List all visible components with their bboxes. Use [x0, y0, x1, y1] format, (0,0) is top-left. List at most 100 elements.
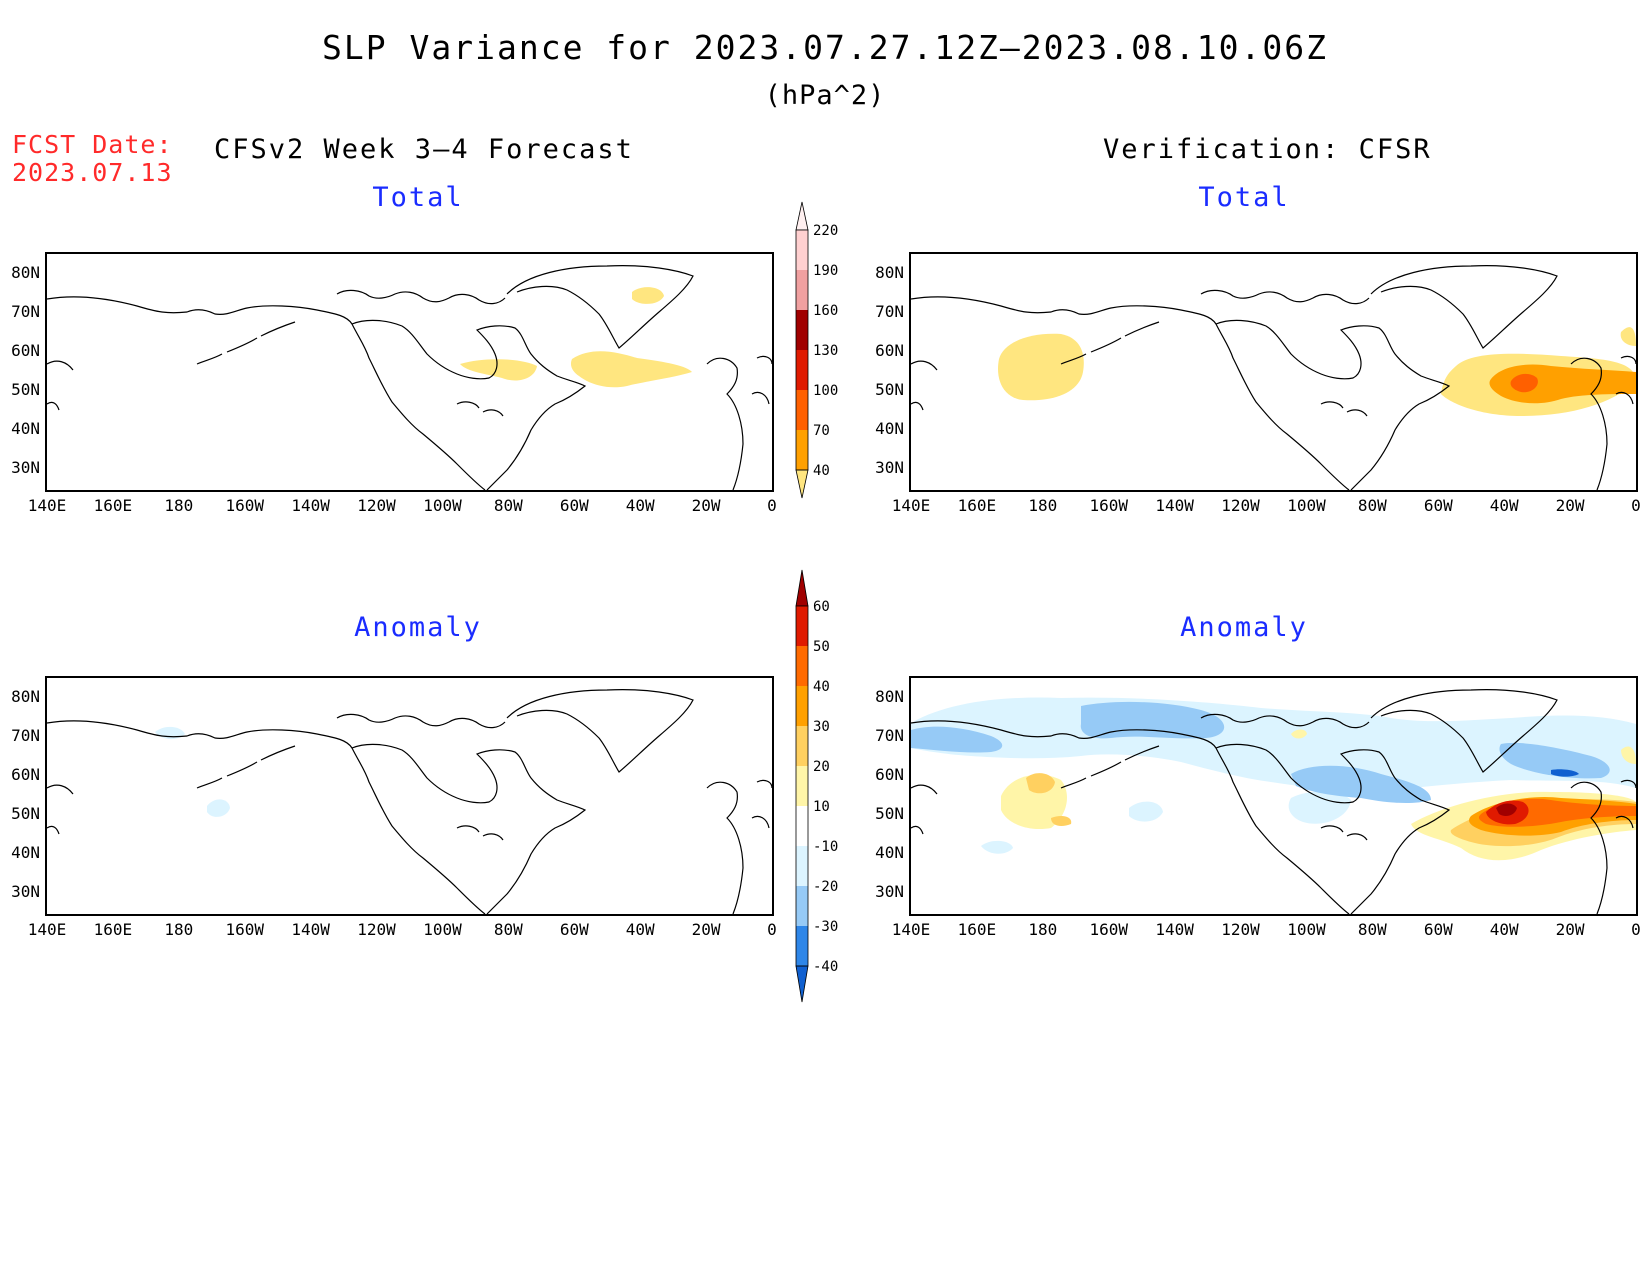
lon-tick-label: 160E [957, 920, 997, 939]
colorbar-segment [796, 686, 808, 726]
lon-tick-label: 160W [225, 496, 264, 515]
coastline [911, 296, 1350, 490]
lon-tick-label: 0 [767, 496, 777, 515]
verification-anomaly-field [911, 689, 1636, 914]
coastline [1200, 713, 1370, 729]
colorbar-level-label: 40 [813, 679, 830, 695]
colorbar-level-label: -20 [813, 879, 838, 895]
lon-tick-label: 100W [1287, 920, 1326, 939]
colorbar-segment [796, 230, 808, 270]
coastline [351, 743, 587, 914]
coastline [911, 720, 1350, 914]
coastline [1060, 321, 1160, 365]
lon-tick-label: 140E [27, 496, 67, 515]
coastline [47, 296, 486, 490]
verification-total-subtitle: Total [1198, 182, 1290, 213]
lon-tick-label: 40W [625, 496, 655, 515]
lat-tick-label: 70N [875, 302, 904, 321]
colorbar-segment [796, 766, 808, 806]
lat-tick-label: 80N [11, 687, 40, 706]
lon-tick-label: 120W [1221, 920, 1260, 939]
lon-tick-label: 100W [1287, 496, 1326, 515]
lon-tick-label: 140W [291, 920, 330, 939]
lon-tick-label: 140W [291, 496, 330, 515]
lat-tick-label: 40N [11, 419, 40, 438]
lat-tick-label: 50N [11, 804, 40, 823]
lon-tick-label: 160W [225, 920, 264, 939]
coastline [1570, 781, 1608, 914]
colorbar-level-label: 60 [813, 599, 830, 615]
lon-tick-label: 120W [1221, 496, 1260, 515]
lat-tick-label: 60N [875, 765, 904, 784]
lon-tick-label: 60W [1423, 496, 1453, 515]
verification-anomaly-map [909, 676, 1638, 916]
lat-tick-label: 30N [11, 882, 40, 901]
lon-tick-label: 140W [1155, 496, 1194, 515]
coastline [506, 689, 694, 773]
coastline [1320, 825, 1368, 841]
lon-tick-label: 160E [957, 496, 997, 515]
lon-tick-label: 180 [1028, 496, 1058, 515]
coastline [506, 265, 694, 349]
lon-tick-label: 180 [164, 920, 194, 939]
colorbar-segment [796, 846, 808, 886]
coastline [1060, 745, 1160, 789]
coastline [706, 781, 744, 914]
forecast-anomaly-subtitle: Anomaly [354, 612, 482, 643]
coastline [196, 321, 296, 365]
colorbar-level-label: -30 [813, 919, 838, 935]
lon-tick-label: 120W [357, 920, 396, 939]
lon-tick-label: 40W [625, 920, 655, 939]
lat-tick-label: 60N [875, 341, 904, 360]
lon-tick-label: 60W [1423, 920, 1453, 939]
lon-tick-label: 160W [1089, 920, 1128, 939]
colorbar-segment [796, 646, 808, 686]
lon-tick-label: 140W [1155, 920, 1194, 939]
coastline [911, 784, 938, 835]
forecast-anomaly-map [45, 676, 774, 916]
forecast-anomaly-field [47, 689, 772, 914]
lon-tick-label: 20W [691, 920, 721, 939]
lat-tick-label: 70N [11, 302, 40, 321]
lon-tick-label: 60W [559, 920, 589, 939]
coastline [1215, 319, 1451, 490]
colorbar-segment [796, 350, 808, 390]
verification-header: Verification: CFSR [1103, 134, 1432, 165]
coastline [1320, 401, 1368, 417]
lat-tick-label: 80N [11, 263, 40, 282]
lon-tick-label: 80W [493, 920, 523, 939]
lon-tick-label: 40W [1489, 920, 1519, 939]
lat-tick-label: 80N [875, 263, 904, 282]
colorbar-bottom-triangle [795, 965, 809, 1003]
lon-tick-label: 0 [1631, 920, 1641, 939]
colorbar-level-label: 130 [813, 343, 838, 359]
verification-anomaly-subtitle: Anomaly [1180, 612, 1308, 643]
lon-tick-label: 40W [1489, 496, 1519, 515]
colorbar-frame [795, 605, 809, 967]
lat-tick-label: 30N [875, 882, 904, 901]
lon-tick-label: 140E [891, 920, 931, 939]
lat-tick-label: 70N [875, 726, 904, 745]
coastline [1615, 355, 1636, 405]
colorbar-level-label: 100 [813, 383, 838, 399]
lat-tick-label: 80N [875, 687, 904, 706]
colorbar-top-triangle [795, 201, 809, 231]
fcst-date-value: 2023.07.13 [12, 158, 173, 187]
colorbar-anomaly: -40 -30 -20 -10 10 20 30 40 50 60 [795, 569, 838, 1003]
colorbar-top-triangle [795, 569, 809, 607]
coastline [196, 745, 296, 789]
coastline [456, 401, 504, 417]
coastline [47, 720, 486, 914]
colorbar-level-label: 40 [813, 463, 830, 479]
colorbar-level-label: 20 [813, 759, 830, 775]
colorbar-segment [796, 806, 808, 846]
colorbar-segment [796, 270, 808, 310]
lon-tick-label: 100W [423, 496, 462, 515]
colorbar-level-label: 30 [813, 719, 830, 735]
colorbar-segment [796, 726, 808, 766]
colorbar-level-label: 160 [813, 303, 838, 319]
lon-tick-label: 0 [767, 920, 777, 939]
colorbar-total: 40 70 100 130 160 190 220 [795, 201, 838, 499]
forecast-total-field [47, 265, 772, 490]
colorbar-level-label: -10 [813, 839, 838, 855]
